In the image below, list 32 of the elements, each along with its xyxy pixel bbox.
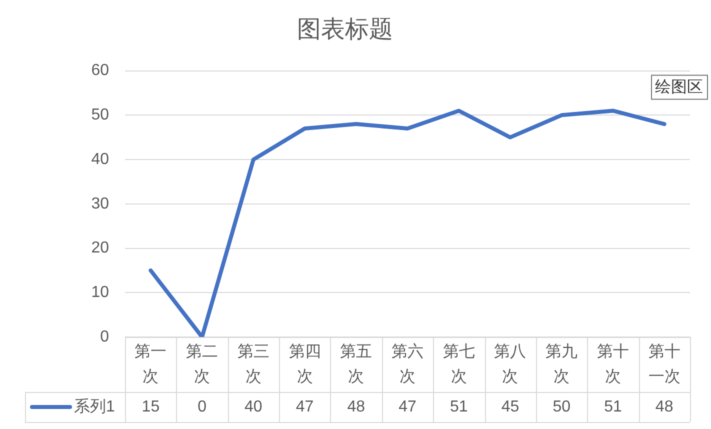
- x-tick-label: 第三次: [237, 343, 270, 386]
- x-tick-label: 第四次: [288, 343, 321, 386]
- x-tick-label: 第七次: [442, 342, 475, 386]
- data-label: 40: [244, 398, 262, 416]
- y-tick-label: 0: [100, 328, 110, 346]
- y-tick-label: 60: [91, 62, 110, 80]
- data-label: 51: [450, 398, 468, 416]
- x-tick-label: 第二次: [186, 343, 218, 386]
- y-tick-label: 30: [91, 195, 110, 212]
- data-label: 0: [198, 398, 207, 416]
- y-tick-label: 50: [91, 106, 110, 124]
- chart-title: 图表标题: [297, 16, 393, 44]
- data-label: 51: [604, 398, 622, 416]
- data-label: 15: [142, 398, 160, 416]
- x-tick-label: 第五次: [340, 343, 372, 386]
- data-label: 47: [296, 398, 314, 416]
- x-tick-label: 第十次: [596, 342, 629, 386]
- x-tick-label: 第八次: [494, 343, 526, 386]
- data-label: 47: [398, 398, 416, 416]
- data-label: 48: [655, 398, 674, 416]
- x-tick-label: 第九次: [546, 342, 578, 386]
- data-label: 50: [552, 398, 571, 416]
- y-tick-label: 40: [91, 150, 110, 168]
- data-label: 48: [347, 398, 366, 416]
- legend-label: 系列1: [74, 397, 115, 416]
- y-tick-label: 10: [91, 284, 110, 302]
- y-tick-label: 20: [91, 240, 110, 257]
- x-tick-label: 第十一次: [648, 342, 680, 386]
- x-tick-label: 第一次: [134, 343, 167, 386]
- x-tick-label: 第六次: [392, 342, 424, 386]
- data-label: 45: [501, 398, 520, 416]
- annotation: 绘图区: [655, 79, 703, 96]
